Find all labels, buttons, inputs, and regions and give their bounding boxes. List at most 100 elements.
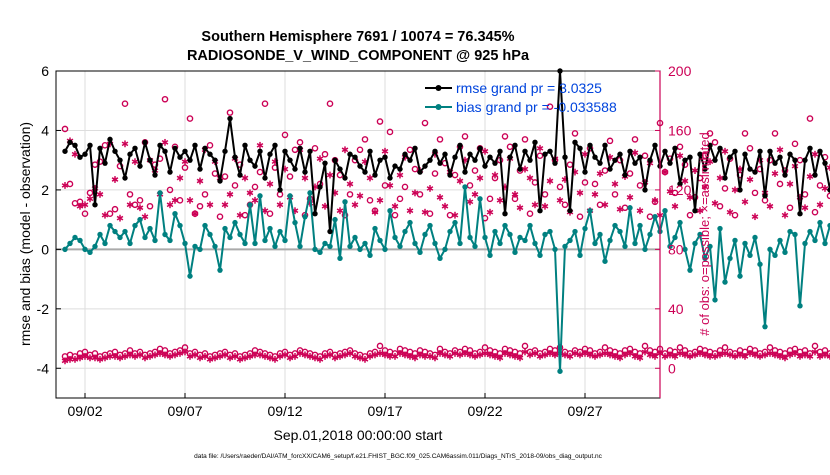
obs-possible-marker [556,183,564,191]
obs-assimilated-marker [716,174,724,182]
bias-point [642,246,648,253]
bias-point [692,240,698,247]
obs-possible-marker [591,180,599,188]
rmse-point [227,115,233,122]
rmse-point [592,154,598,160]
obs-assimilated-marker [421,208,429,216]
rmse-point [447,172,453,178]
obs-possible-marker [251,183,259,191]
bias-point [72,234,78,241]
obs-assimilated-marker [241,174,249,182]
rmse-point [532,139,538,146]
bias-point [647,231,653,238]
obs-assimilated-lower-marker-stroke [826,354,830,358]
obs-assimilated-lower-marker [271,355,279,363]
bias-point [382,246,388,253]
bias-point [172,210,178,217]
rmse-point [452,154,458,160]
bias-point [162,231,168,238]
obs-assimilated-marker [751,213,759,221]
rmse-point [727,154,733,160]
obs-assimilated-marker-stroke [516,205,524,211]
obs-assimilated-marker-stroke [706,159,714,165]
obs-assimilated-lower-marker-stroke [96,357,104,362]
rmse-point [192,142,198,149]
obs-possible-marker [66,180,74,188]
obs-assimilated-lower-marker-stroke [716,352,724,358]
rmse-point [642,187,648,193]
obs-assimilated-marker-stroke [676,153,684,159]
obs-possible-marker [471,167,479,174]
obs-assimilated-marker [481,147,489,155]
obs-assimilated-marker-stroke [441,203,449,209]
chart-title-line2: RADIOSONDE_V_WIND_COMPONENT @ 925 hPa [187,48,530,64]
rmse-point [102,160,108,166]
obs-assimilated-lower-marker [616,354,624,362]
rmse-point [177,154,183,160]
obs-assimilated-lower-marker-stroke [721,351,729,356]
obs-assimilated-marker [356,192,364,200]
obs-possible-marker [376,118,384,125]
obs-assimilated-lower-marker [71,355,79,363]
obs-possible-marker [506,143,514,151]
x-tick-label: 09/07 [167,403,202,419]
rmse-point [677,181,683,187]
obs-assimilated-marker [601,201,609,209]
obs-assimilated-lower-marker [461,350,469,357]
obs-assimilated-marker [171,196,179,204]
rmse-point [467,151,473,157]
obs-assimilated-marker [101,211,109,219]
bias-point [547,228,553,235]
rmse-point [507,154,513,160]
obs-assimilated-lower-marker [406,352,414,360]
obs-possible-marker [176,197,184,204]
y-tick-label-left: -4 [37,360,50,376]
bias-point [227,234,233,241]
bias-point [402,228,408,235]
obs-assimilated-lower-marker-stroke [636,355,644,361]
x-tick-label: 09/12 [267,403,302,419]
obs-assimilated-marker [141,213,149,221]
obs-assimilated-lower-marker-stroke [561,352,569,358]
bias-point [637,222,643,229]
obs-assimilated-marker-stroke [821,186,829,191]
obs-assimilated-marker-stroke [171,197,179,203]
obs-assimilated-lower-marker [401,351,409,359]
rmse-point [767,148,773,154]
rmse-point [252,163,258,169]
obs-assimilated-marker [426,185,434,192]
bias-point [487,252,493,259]
bias-point [362,240,368,247]
obs-assimilated-lower-marker-stroke [416,352,424,358]
obs-assimilated-lower-marker-stroke [196,355,204,361]
obs-assimilated-marker-stroke [266,181,274,187]
obs-assimilated-lower-marker-stroke [631,354,639,359]
obs-possible-marker [381,182,389,189]
obs-assimilated-lower-marker [146,352,154,360]
obs-assimilated-lower-marker [76,354,84,362]
obs-assimilated-lower-marker-stroke [826,355,830,359]
obs-assimilated-lower-marker [266,354,274,362]
obs-assimilated-marker-stroke [226,192,234,197]
obs-assimilated-marker [456,177,464,185]
obs-possible-marker [366,197,374,204]
rmse-point [67,139,73,146]
obs-assimilated-lower-marker [746,350,754,357]
obs-assimilated-lower-marker [346,350,354,357]
obs-possible-marker [386,128,394,136]
rmse-point [697,151,703,157]
obs-possible-marker [426,210,434,217]
obs-assimilated-marker [471,190,479,198]
obs-assimilated-marker-stroke [711,200,719,206]
bias-point [557,368,563,374]
y-tick-label-left: 4 [41,122,49,138]
obs-assimilated-lower-marker-stroke [91,355,99,361]
obs-assimilated-lower-marker [431,354,439,362]
obs-assimilated-marker [726,208,734,216]
obs-assimilated-lower-marker [351,352,359,360]
rmse-point [157,142,163,149]
bias-point [407,219,413,226]
obs-assimilated-marker [541,202,549,210]
rmse-point [567,208,573,214]
obs-possible-marker [136,197,144,204]
